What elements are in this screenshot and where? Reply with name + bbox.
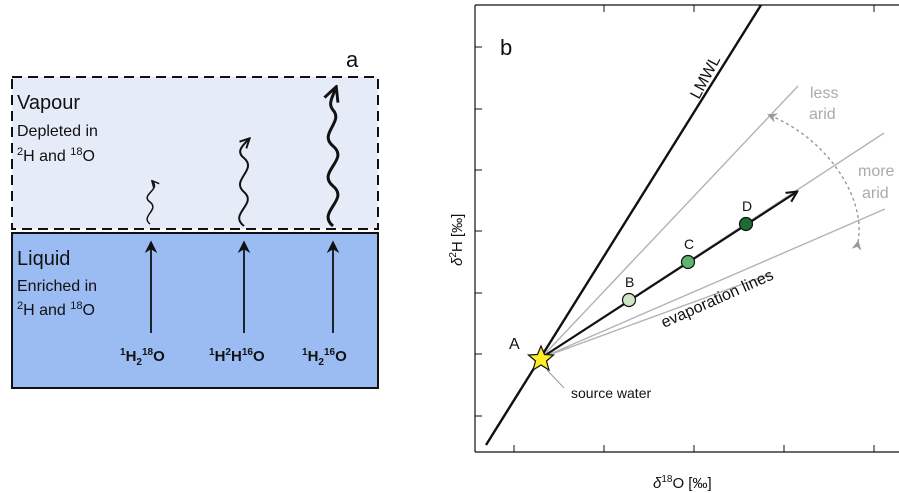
point-b-label: B: [625, 274, 634, 290]
top-ticks: [603, 5, 875, 12]
panel-b-letter: b: [500, 35, 512, 60]
panel-a: a Vapour Depleted in 2H and 18O Liquid E…: [11, 47, 379, 389]
molecule-label-2: 1H2H16O: [209, 347, 265, 365]
point-a-label: A: [509, 336, 520, 353]
source-water-leader: [546, 369, 565, 389]
point-d: [738, 216, 754, 232]
point-d-label: D: [742, 198, 752, 214]
source-water-label: source water: [571, 385, 651, 401]
less-arid-line2: arid: [809, 106, 836, 123]
vapour-wave-large: [328, 90, 338, 228]
molecule-label-1: 1H218O: [120, 347, 165, 368]
liquid-line1: Enriched in: [17, 278, 97, 295]
evaporation-trajectory-arrow: [540, 193, 795, 359]
x-axis-label: δ18O [‰]: [653, 474, 712, 492]
more-arid-line1: more: [858, 163, 895, 180]
panel-b: b LMWL less arid more arid evaporation l…: [448, 4, 899, 492]
evaporation-line-shallow: [540, 208, 886, 359]
lmwl-label: LMWL: [688, 53, 725, 102]
vapour-box: [11, 76, 379, 230]
evaporation-line-lowest: [540, 273, 771, 359]
lmwl-line: [484, 5, 763, 446]
vapour-line1: Depleted in: [17, 123, 98, 140]
vapour-title: Vapour: [17, 92, 80, 114]
source-water-star-icon: [526, 344, 556, 372]
aridity-curved-arrow: [767, 113, 862, 251]
more-arid-line2: arid: [862, 185, 889, 202]
point-c: [680, 254, 696, 270]
molecule-label-3: 1H216O: [302, 347, 347, 368]
point-b: [621, 292, 637, 308]
y-ticks: [475, 46, 482, 417]
less-arid-line1: less: [810, 85, 838, 102]
vapour-wave-medium: [238, 140, 248, 227]
point-c-label: C: [684, 236, 694, 252]
liquid-box: [11, 232, 379, 389]
panel-a-letter: a: [346, 47, 359, 72]
liquid-line2: 2H and 18O: [17, 300, 95, 319]
x-ticks: [513, 445, 875, 452]
liquid-title: Liquid: [17, 248, 70, 270]
vapour-line2: 2H and 18O: [17, 146, 95, 165]
y-axis-label: δ2H [‰]: [448, 214, 466, 266]
vapour-wave-small: [146, 182, 154, 225]
evaporation-line-steep: [540, 85, 799, 359]
